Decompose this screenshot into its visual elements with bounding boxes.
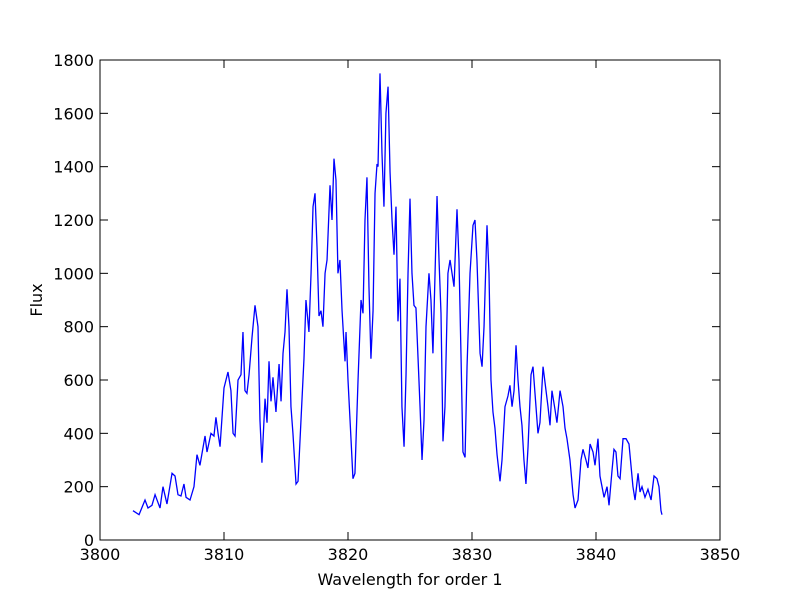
spectrum-line <box>132 73 663 516</box>
x-tick-label: 3800 <box>80 545 121 564</box>
y-tick-label: 1800 <box>53 51 94 70</box>
y-tick-label: 0 <box>84 531 94 550</box>
y-tick-label: 800 <box>63 318 94 337</box>
x-tick-label: 3840 <box>576 545 617 564</box>
y-tick-label: 1000 <box>53 264 94 283</box>
y-tick-label: 1600 <box>53 104 94 123</box>
y-tick-label: 1200 <box>53 211 94 230</box>
y-tick-label: 600 <box>63 371 94 390</box>
plot-frame <box>99 59 721 541</box>
x-axis-label: Wavelength for order 1 <box>317 570 502 589</box>
x-tick-label: 3810 <box>204 545 245 564</box>
y-tick-label: 200 <box>63 478 94 497</box>
x-tick-label: 3830 <box>452 545 493 564</box>
y-tick-label: 1400 <box>53 158 94 177</box>
y-tick-label: 400 <box>63 424 94 443</box>
x-tick-label: 3850 <box>700 545 741 564</box>
y-axis-label: Flux <box>27 283 46 316</box>
x-tick-label: 3820 <box>328 545 369 564</box>
